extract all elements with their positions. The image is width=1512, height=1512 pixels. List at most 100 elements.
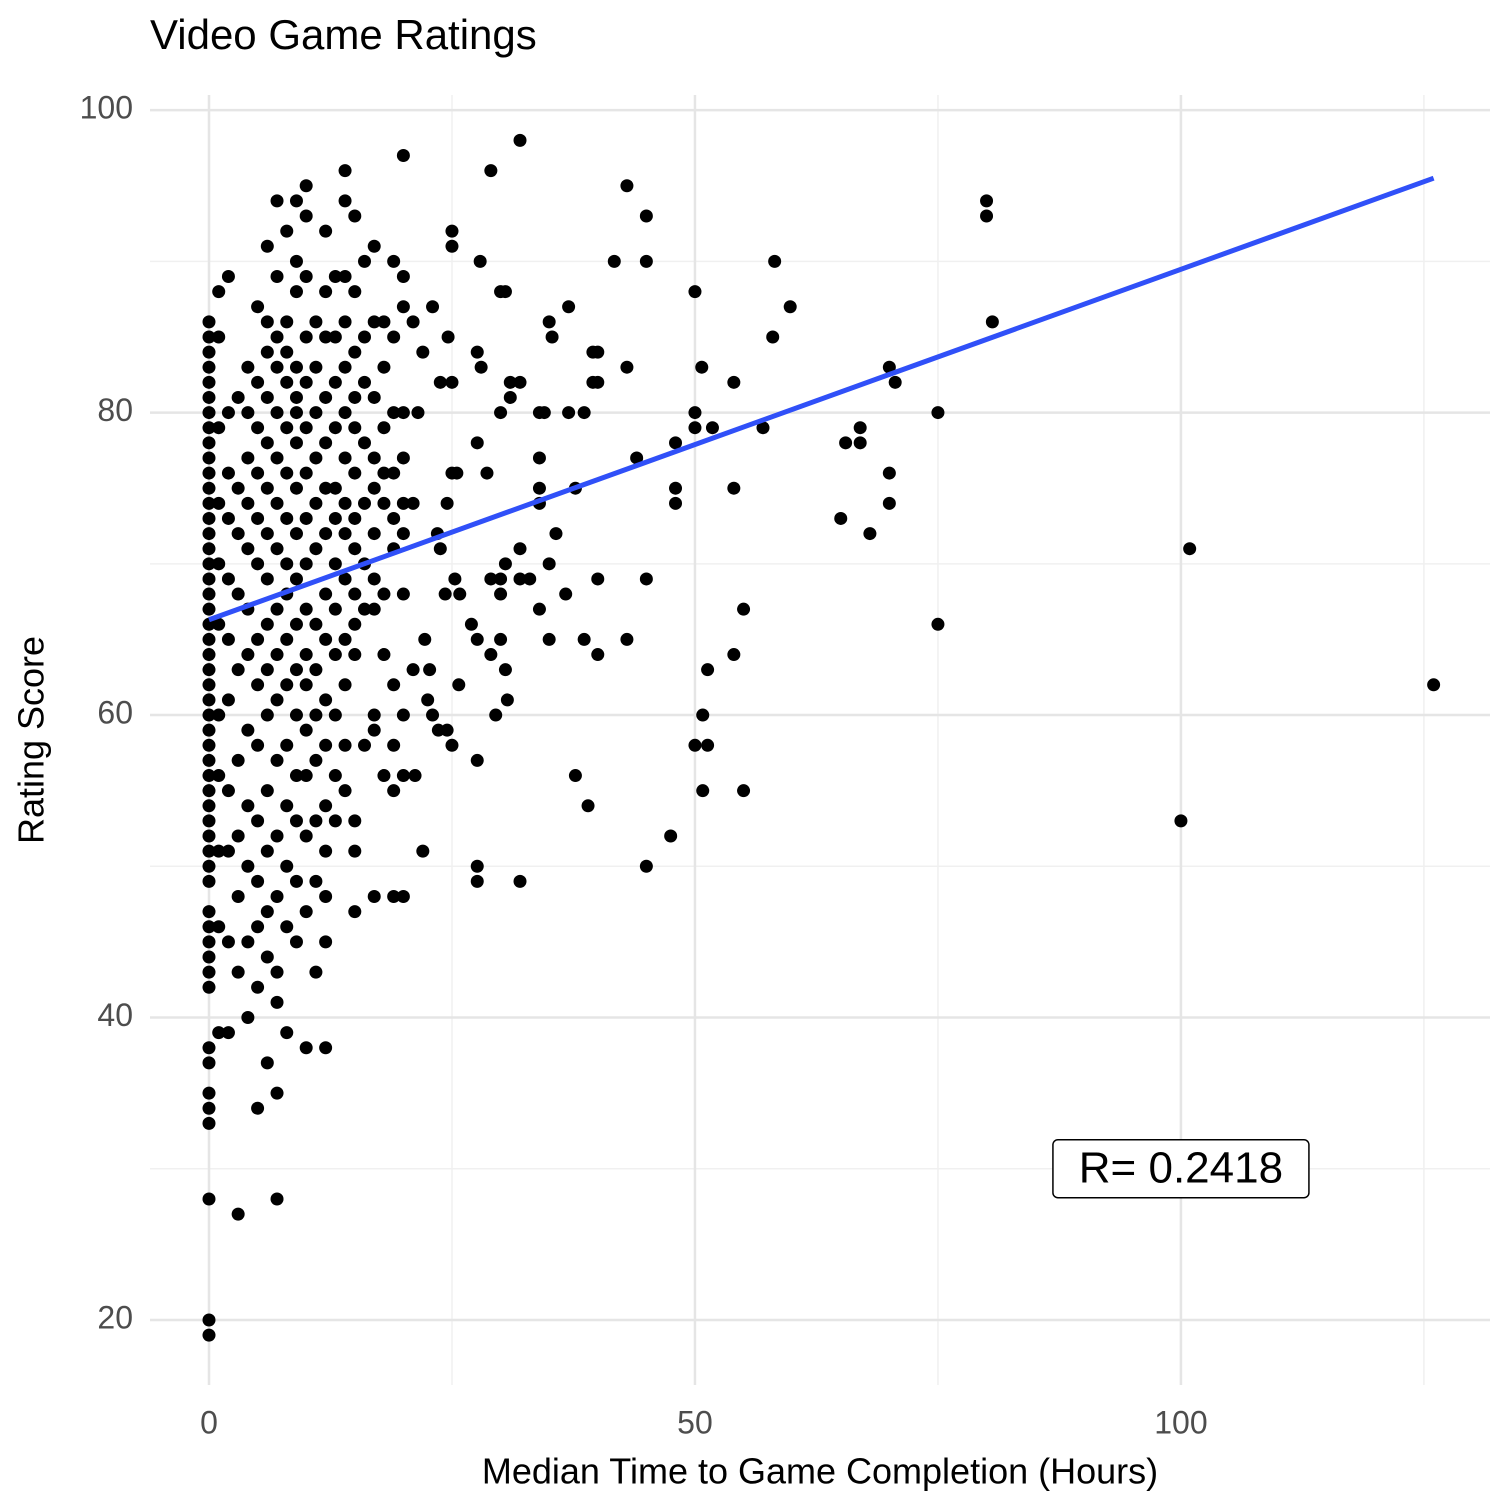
chart-title: Video Game Ratings	[150, 11, 537, 58]
point	[639, 859, 653, 873]
point	[545, 330, 559, 344]
point	[309, 708, 323, 722]
point	[260, 950, 274, 964]
point	[387, 254, 401, 268]
point	[319, 799, 333, 813]
point	[202, 1192, 216, 1206]
point	[480, 466, 494, 480]
point	[212, 330, 226, 344]
point	[241, 451, 255, 465]
point	[484, 164, 498, 178]
point	[299, 602, 313, 616]
point	[202, 799, 216, 813]
point	[577, 632, 591, 646]
point	[931, 406, 945, 420]
point	[241, 542, 255, 556]
point	[299, 648, 313, 662]
point	[309, 663, 323, 677]
point	[202, 542, 216, 556]
point	[202, 572, 216, 586]
point	[688, 285, 702, 299]
point	[503, 390, 517, 404]
point	[251, 466, 265, 480]
point	[985, 315, 999, 329]
point	[669, 481, 683, 495]
point	[319, 481, 333, 495]
point	[387, 406, 401, 420]
point	[221, 406, 235, 420]
point	[338, 164, 352, 178]
point	[212, 617, 226, 631]
point	[484, 648, 498, 662]
point	[450, 466, 464, 480]
point	[289, 254, 303, 268]
point	[289, 663, 303, 677]
point	[270, 360, 284, 374]
point	[839, 436, 853, 450]
point	[260, 572, 274, 586]
point	[396, 527, 410, 541]
point	[559, 587, 573, 601]
point	[202, 663, 216, 677]
point	[270, 269, 284, 283]
point	[221, 693, 235, 707]
point	[498, 557, 512, 571]
point	[358, 436, 372, 450]
point	[348, 421, 362, 435]
point	[319, 890, 333, 904]
point	[260, 481, 274, 495]
point	[888, 375, 902, 389]
point	[396, 300, 410, 314]
point	[231, 527, 245, 541]
point	[289, 874, 303, 888]
point	[853, 421, 867, 435]
point	[309, 451, 323, 465]
point	[445, 224, 459, 238]
point	[241, 648, 255, 662]
point	[251, 421, 265, 435]
point	[591, 572, 605, 586]
point	[348, 905, 362, 919]
point	[503, 375, 517, 389]
point	[280, 224, 294, 238]
point	[241, 496, 255, 510]
point	[853, 436, 867, 450]
point	[328, 330, 342, 344]
point	[367, 390, 381, 404]
point	[421, 693, 435, 707]
point	[470, 632, 484, 646]
points	[202, 133, 1441, 1342]
point	[1427, 678, 1441, 692]
point	[358, 254, 372, 268]
point	[289, 527, 303, 541]
trend-line	[208, 175, 1435, 623]
point	[319, 436, 333, 450]
point	[367, 481, 381, 495]
point	[319, 330, 333, 344]
point	[513, 133, 527, 147]
point	[270, 496, 284, 510]
point	[669, 496, 683, 510]
point	[448, 572, 462, 586]
point	[260, 315, 274, 329]
point	[452, 678, 466, 692]
point	[473, 254, 487, 268]
point	[309, 542, 323, 556]
y-tick-label: 80	[97, 392, 133, 428]
point	[328, 769, 342, 783]
point	[367, 572, 381, 586]
point	[387, 466, 401, 480]
point	[270, 1192, 284, 1206]
point	[202, 330, 216, 344]
point	[251, 874, 265, 888]
point	[562, 406, 576, 420]
point	[309, 496, 323, 510]
point	[212, 1026, 226, 1040]
point	[309, 406, 323, 420]
point	[289, 769, 303, 783]
point	[212, 769, 226, 783]
point	[453, 587, 467, 601]
point	[387, 678, 401, 692]
point	[202, 511, 216, 525]
